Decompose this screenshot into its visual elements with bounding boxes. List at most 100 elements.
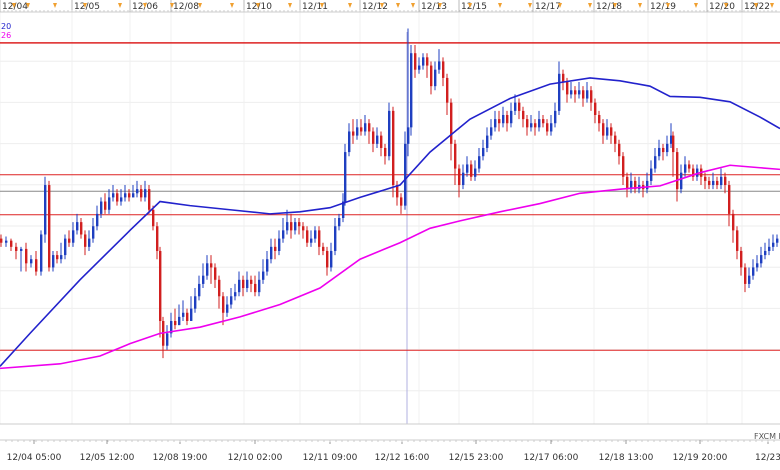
bottom-tick-label: 12/08 19:00 <box>153 453 208 463</box>
candle-body <box>538 119 541 128</box>
session-marker <box>666 3 670 8</box>
candle-body <box>732 213 735 231</box>
candle-body <box>68 238 71 243</box>
candle-body <box>650 168 653 181</box>
candle-body <box>598 115 601 124</box>
candle-body <box>314 230 317 239</box>
candle-body <box>100 201 103 214</box>
candle-body <box>318 230 321 247</box>
candle-body <box>672 135 675 153</box>
candle-body <box>534 123 537 128</box>
candle-body <box>310 238 313 243</box>
candle-body <box>198 283 201 297</box>
top-tick-label: 12/19 <box>650 2 676 12</box>
candle-body <box>140 189 143 198</box>
candle-body <box>610 127 613 136</box>
grid <box>0 12 780 424</box>
top-tick-label: 12/04 <box>2 2 28 12</box>
session-marker <box>320 3 324 8</box>
candle-body <box>206 263 209 276</box>
candle-body <box>218 279 221 297</box>
candle-body <box>384 147 387 157</box>
candle-body <box>562 73 565 83</box>
session-marker <box>118 3 122 8</box>
bottom-tick-label: 12/17 06:00 <box>524 453 579 463</box>
candle-body <box>724 176 727 186</box>
candle-body <box>52 255 55 268</box>
candle-body <box>104 201 107 210</box>
candle-body <box>338 218 341 227</box>
candle-body <box>407 127 410 144</box>
candle-body <box>64 238 67 256</box>
candle-body <box>526 119 529 128</box>
candle-body <box>76 222 79 231</box>
candle-body <box>418 65 421 70</box>
candle-body <box>506 115 509 124</box>
top-tick-label: 12/05 <box>74 2 100 12</box>
candle-body <box>144 189 147 198</box>
candle-body <box>112 193 115 198</box>
session-marker <box>230 3 234 8</box>
candle-body <box>282 230 285 239</box>
candle-body <box>554 110 557 124</box>
candle-body <box>274 246 277 251</box>
session-marker <box>770 3 774 8</box>
ma-20-line <box>0 77 780 367</box>
session-marker <box>143 3 147 8</box>
candle-body <box>704 176 707 181</box>
candle-body <box>136 189 139 194</box>
session-marker <box>754 3 758 8</box>
candle-body <box>326 250 329 268</box>
candle-body <box>124 193 127 198</box>
candle-body <box>226 304 229 313</box>
top-tick-label: 12/17 <box>535 2 561 12</box>
candle-body <box>716 180 719 186</box>
candle-body <box>450 102 453 144</box>
candle-body <box>478 156 481 169</box>
candle-body <box>170 321 173 334</box>
candle-body <box>630 180 633 190</box>
candle-body <box>462 172 465 186</box>
candle-body <box>482 147 485 157</box>
candle-body <box>768 246 771 251</box>
candle-body <box>474 168 477 177</box>
candle-body <box>614 135 617 144</box>
candle-body <box>246 279 249 289</box>
candle-body <box>202 275 205 284</box>
bottom-tick-label: 12/19 20:00 <box>673 453 728 463</box>
bottom-tick-label: 12/12 16:00 <box>375 453 430 463</box>
candle-body <box>30 259 33 264</box>
candle-body <box>210 263 213 268</box>
candle-body <box>286 222 289 231</box>
candle-body <box>380 135 383 148</box>
candle-body <box>776 238 779 243</box>
candle-body <box>48 185 51 268</box>
top-tick-label: 12/11 <box>302 2 328 12</box>
candle-body <box>458 168 461 186</box>
candle-body <box>10 240 13 247</box>
candle-body <box>360 127 363 132</box>
candle-body <box>356 127 359 136</box>
candle-body <box>92 226 95 239</box>
candle-body <box>178 316 181 326</box>
candle-body <box>298 222 301 227</box>
candle-body <box>666 143 669 153</box>
candle-body <box>174 321 177 326</box>
candle-body <box>446 77 449 103</box>
candle-body <box>404 143 407 206</box>
session-marker <box>411 3 415 8</box>
session-marker <box>12 3 16 8</box>
session-marker <box>53 3 57 8</box>
candle-body <box>344 152 347 202</box>
candle-body <box>294 222 297 231</box>
candle-body <box>410 53 413 128</box>
candle-body <box>618 143 621 157</box>
session-marker <box>468 3 472 8</box>
candle-body <box>708 180 711 186</box>
candle-body <box>15 246 18 251</box>
candle-body <box>278 238 281 251</box>
candle-body <box>392 110 395 186</box>
candle-body <box>670 135 673 144</box>
